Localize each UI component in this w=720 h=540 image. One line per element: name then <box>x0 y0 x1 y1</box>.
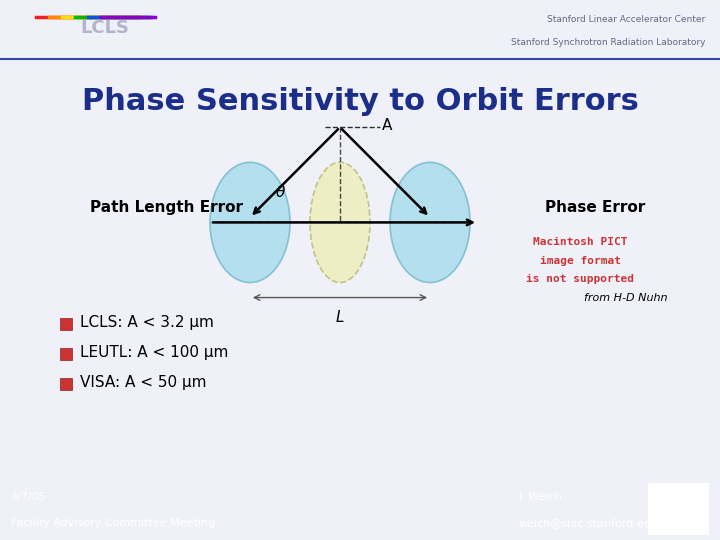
Text: θ: θ <box>275 185 284 200</box>
Text: Path Length Error: Path Length Error <box>90 200 243 215</box>
Text: LEUTL: A < 100 μm: LEUTL: A < 100 μm <box>80 345 228 360</box>
Text: Phase Sensitivity to Orbit Errors: Phase Sensitivity to Orbit Errors <box>81 87 639 116</box>
Text: Stanford Linear Accelerator Center: Stanford Linear Accelerator Center <box>547 15 706 24</box>
Text: A: A <box>382 118 392 133</box>
FancyBboxPatch shape <box>60 348 72 360</box>
Text: Facility Advisory Committee Meeting: Facility Advisory Committee Meeting <box>11 518 215 528</box>
Text: VISA: A < 50 μm: VISA: A < 50 μm <box>80 375 207 390</box>
Text: welch@slac.stanford.edu: welch@slac.stanford.edu <box>518 518 659 528</box>
Ellipse shape <box>210 163 290 282</box>
Text: Macintosh PICT: Macintosh PICT <box>533 238 627 247</box>
FancyBboxPatch shape <box>648 483 709 535</box>
Text: LCLS: LCLS <box>80 19 129 37</box>
Text: SLAC
Logo: SLAC Logo <box>670 503 686 514</box>
FancyBboxPatch shape <box>60 318 72 329</box>
FancyBboxPatch shape <box>60 377 72 390</box>
Text: J. Welch: J. Welch <box>518 491 562 502</box>
Text: is not supported: is not supported <box>526 273 634 284</box>
Ellipse shape <box>390 163 470 282</box>
Text: L: L <box>336 309 344 325</box>
Text: 4/7/05: 4/7/05 <box>11 491 47 502</box>
Text: LCLS: A < 3.2 μm: LCLS: A < 3.2 μm <box>80 315 214 330</box>
Text: Phase Error: Phase Error <box>545 200 645 215</box>
Text: image format: image format <box>539 255 621 266</box>
Text: Stanford Synchrotron Radiation Laboratory: Stanford Synchrotron Radiation Laborator… <box>511 38 706 47</box>
Text: from H-D Nuhn: from H-D Nuhn <box>585 293 668 302</box>
Ellipse shape <box>310 163 370 282</box>
